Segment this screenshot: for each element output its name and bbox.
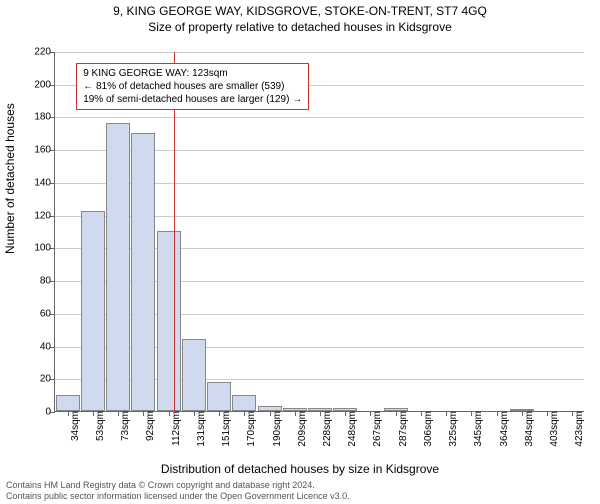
- plot-region: 02040608010012014016018020022034sqm53sqm…: [54, 52, 584, 412]
- histogram-bar: [56, 395, 80, 411]
- ytick-label: 220: [34, 47, 55, 58]
- xtick-label: 151sqm: [215, 411, 232, 447]
- footer-attribution: Contains HM Land Registry data © Crown c…: [6, 480, 350, 502]
- ytick-label: 100: [34, 243, 55, 254]
- xtick-label: 170sqm: [240, 411, 257, 447]
- chart-subtitle: Size of property relative to detached ho…: [0, 20, 600, 34]
- ytick-label: 120: [34, 210, 55, 221]
- y-axis-label: Number of detached houses: [3, 103, 17, 254]
- ytick-label: 140: [34, 177, 55, 188]
- ytick-label: 20: [40, 374, 55, 385]
- histogram-bar: [106, 123, 130, 411]
- footer-line-2: Contains public sector information licen…: [6, 491, 350, 502]
- xtick-label: 364sqm: [493, 411, 510, 447]
- xtick-label: 325sqm: [442, 411, 459, 447]
- footer-line-1: Contains HM Land Registry data © Crown c…: [6, 480, 350, 491]
- xtick-label: 287sqm: [392, 411, 409, 447]
- ytick-label: 200: [34, 79, 55, 90]
- ytick-label: 0: [45, 407, 55, 418]
- xtick-label: 384sqm: [518, 411, 535, 447]
- xtick-label: 112sqm: [165, 411, 182, 446]
- histogram-bar: [131, 133, 155, 411]
- info-box-line: 9 KING GEORGE WAY: 123sqm: [83, 67, 302, 80]
- chart-area: 02040608010012014016018020022034sqm53sqm…: [54, 52, 584, 412]
- ytick-label: 80: [40, 276, 55, 287]
- ytick-label: 160: [34, 145, 55, 156]
- xtick-label: 403sqm: [543, 411, 560, 447]
- xtick-label: 53sqm: [89, 411, 106, 441]
- xtick-label: 131sqm: [190, 411, 207, 447]
- xtick-label: 345sqm: [467, 411, 484, 447]
- histogram-bar: [182, 339, 206, 411]
- xtick-label: 92sqm: [139, 411, 156, 441]
- x-axis-label: Distribution of detached houses by size …: [161, 462, 439, 476]
- ytick-label: 60: [40, 308, 55, 319]
- xtick-label: 267sqm: [366, 411, 383, 447]
- info-box-line: 19% of semi-detached houses are larger (…: [83, 93, 302, 106]
- histogram-bar: [207, 382, 231, 411]
- histogram-bar: [81, 211, 105, 411]
- chart-title: 9, KING GEORGE WAY, KIDSGROVE, STOKE-ON-…: [0, 4, 600, 18]
- info-box-line: ← 81% of detached houses are smaller (53…: [83, 80, 302, 93]
- ytick-label: 180: [34, 112, 55, 123]
- xtick-label: 209sqm: [291, 411, 308, 447]
- histogram-bar: [232, 395, 256, 411]
- gridline: [55, 117, 584, 118]
- xtick-label: 306sqm: [417, 411, 434, 447]
- xtick-label: 190sqm: [266, 411, 283, 447]
- info-box: 9 KING GEORGE WAY: 123sqm← 81% of detach…: [76, 63, 309, 110]
- xtick-label: 423sqm: [568, 411, 585, 447]
- ytick-label: 40: [40, 341, 55, 352]
- xtick-label: 34sqm: [64, 411, 81, 441]
- histogram-bar: [157, 231, 181, 411]
- gridline: [55, 52, 584, 53]
- xtick-label: 73sqm: [114, 411, 131, 441]
- xtick-label: 228sqm: [316, 411, 333, 447]
- xtick-label: 248sqm: [341, 411, 358, 447]
